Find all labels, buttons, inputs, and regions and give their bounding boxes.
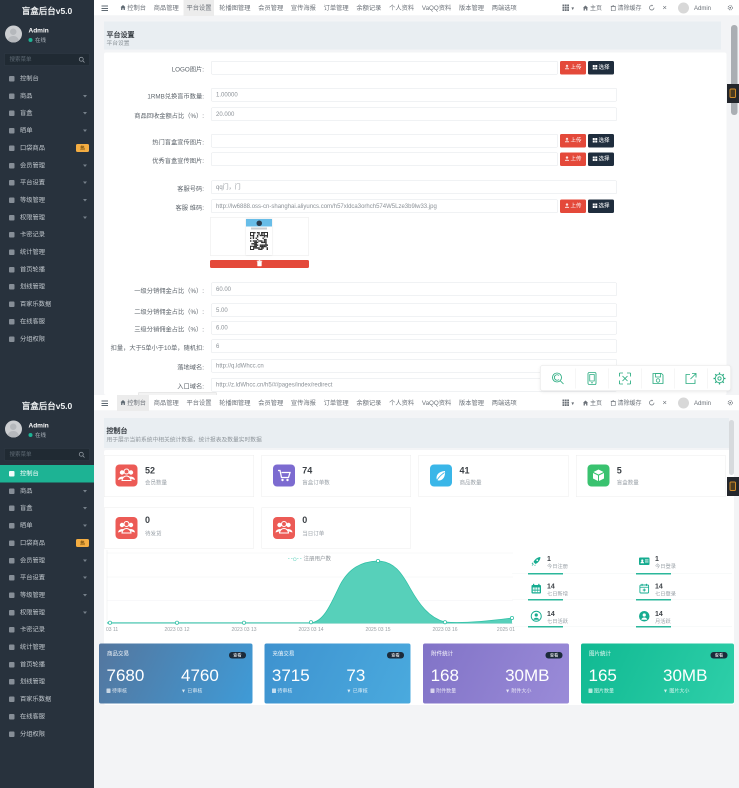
svg-text:2023 03 16: 2023 03 16: [432, 627, 457, 633]
svg-text:2025 01: 2025 01: [497, 627, 515, 633]
svg-text:2023 03 12: 2023 03 12: [164, 627, 189, 633]
svg-text:03 11: 03 11: [106, 627, 118, 633]
svg-text:2023 03 14: 2023 03 14: [298, 627, 323, 633]
svg-text:2025 03 15: 2025 03 15: [365, 627, 390, 633]
svg-text:2023 03 13: 2023 03 13: [231, 627, 256, 633]
